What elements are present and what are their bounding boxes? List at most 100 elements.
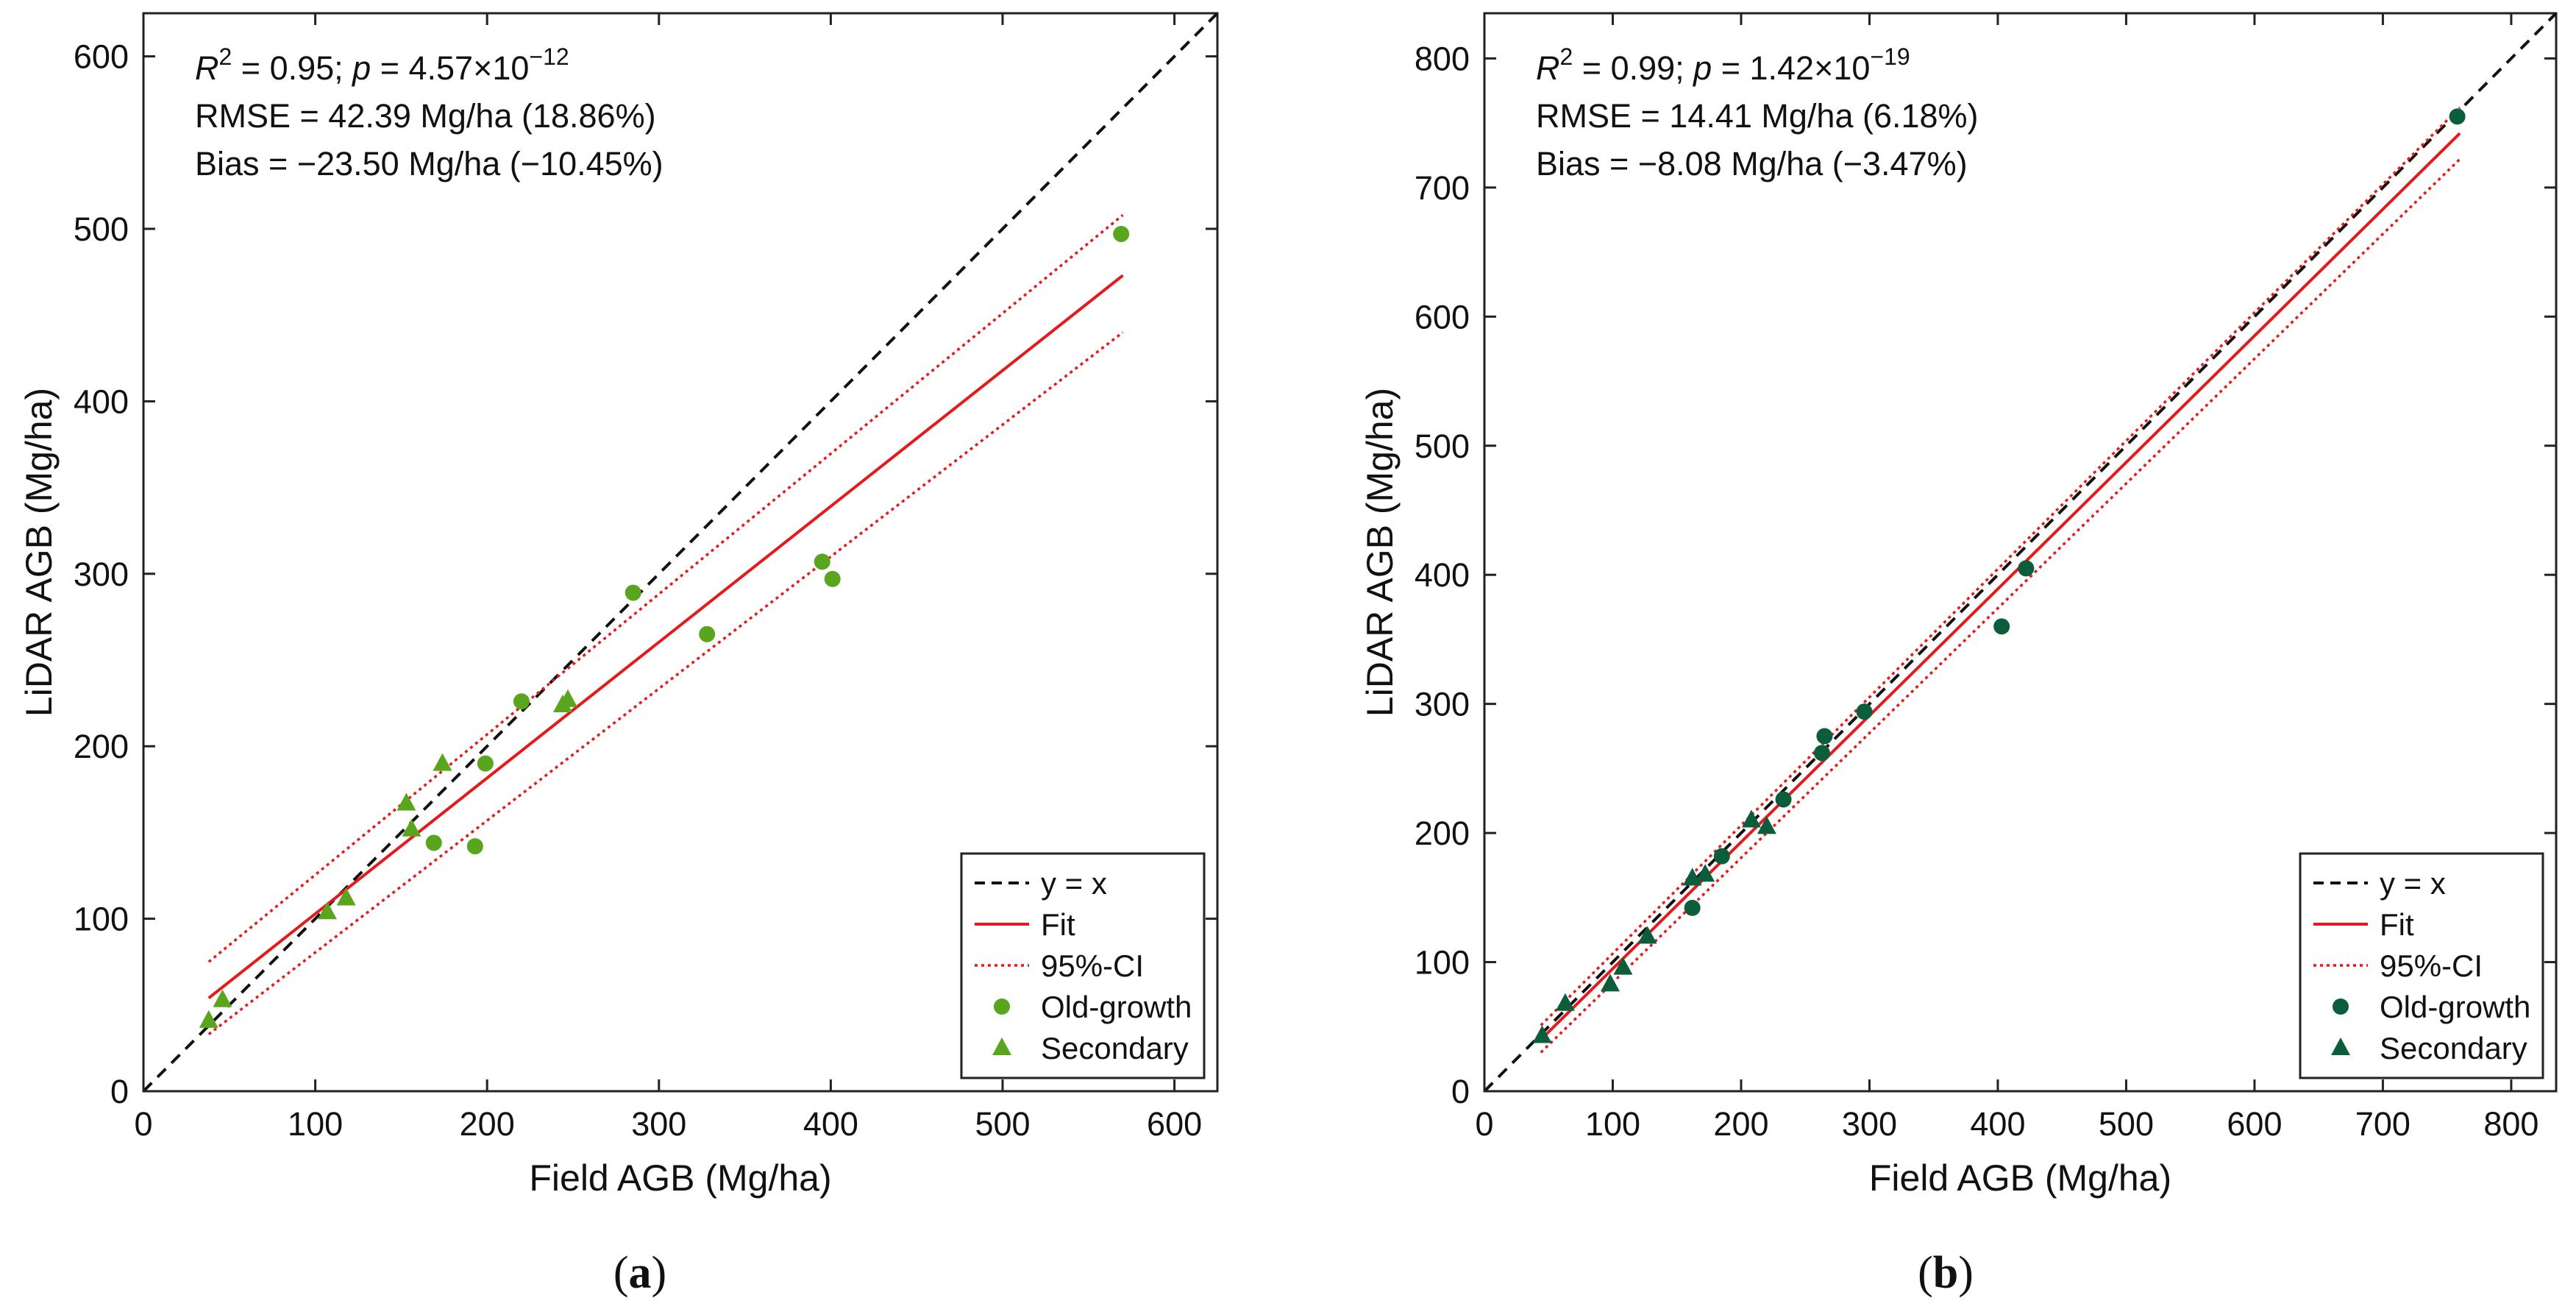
- x-tick-label: 0: [1475, 1105, 1493, 1143]
- plot-area: [143, 13, 1217, 1091]
- x-tick-label: 400: [1970, 1105, 2025, 1143]
- old-growth-point: [1813, 745, 1830, 762]
- legend-old-growth-swatch: [994, 998, 1010, 1015]
- caption-open-paren: (: [613, 1248, 629, 1298]
- old-growth-point: [1684, 899, 1701, 916]
- y-tick-label: 700: [1415, 169, 1470, 207]
- identity-line: [1484, 13, 2556, 1091]
- legend-old-growth-swatch: [2333, 998, 2349, 1015]
- secondary-point: [199, 1010, 218, 1028]
- caption-close-paren: ): [652, 1248, 667, 1298]
- p-symbol: p: [351, 49, 371, 87]
- legend-label: y = x: [1041, 866, 1107, 901]
- x-tick-label: 100: [288, 1105, 343, 1143]
- x-axis-label: Field AGB (Mg/ha): [529, 1157, 831, 1199]
- x-tick-label: 300: [631, 1105, 686, 1143]
- ci-upper-line: [1540, 106, 2461, 1026]
- secondary-point: [1601, 973, 1620, 992]
- secondary-point: [336, 887, 356, 906]
- secondary-point: [1613, 957, 1633, 975]
- old-growth-point: [699, 625, 716, 642]
- y-tick-label: 300: [1415, 686, 1470, 723]
- legend-label: y = x: [2380, 866, 2446, 901]
- identity-line: [143, 13, 1217, 1091]
- r2-value: = 0.99;: [1573, 49, 1693, 87]
- r2-exponent: 2: [1560, 43, 1573, 70]
- caption-letter: a: [629, 1248, 652, 1298]
- secondary-point: [396, 792, 416, 811]
- caption-open-paren: (: [1918, 1248, 1933, 1298]
- legend-label: 95%-CI: [2380, 948, 2483, 983]
- legend-label: Fit: [2380, 907, 2414, 942]
- legend-secondary-swatch: [2331, 1037, 2350, 1055]
- y-tick-label: 500: [74, 210, 129, 248]
- r2-symbol: R: [195, 49, 219, 87]
- old-growth-point: [477, 755, 494, 772]
- old-growth-point: [2018, 560, 2035, 577]
- r2-p-annotation: R2 = 0.95; p = 4.57×10−12: [195, 43, 569, 87]
- old-growth-point: [1113, 226, 1130, 243]
- plot-frame: [1483, 12, 2558, 1093]
- rmse-annotation: RMSE = 42.39 Mg/ha (18.86%): [195, 97, 656, 135]
- old-growth-point: [824, 570, 841, 587]
- legend-label: Old-growth: [2380, 990, 2530, 1024]
- y-tick-label: 600: [74, 38, 129, 76]
- x-tick-label: 800: [2483, 1105, 2538, 1143]
- y-tick-label: 600: [1415, 298, 1470, 336]
- old-growth-point: [1856, 703, 1873, 720]
- ci-upper-line: [207, 213, 1124, 963]
- old-growth-point: [425, 834, 442, 851]
- x-tick-label: 600: [1147, 1105, 1202, 1143]
- panel-caption: (a): [613, 1248, 666, 1298]
- caption-close-paren: ): [1958, 1248, 1974, 1298]
- secondary-point: [1532, 1025, 1552, 1043]
- y-tick-label: 200: [74, 728, 129, 765]
- old-growth-point: [1775, 791, 1792, 808]
- r2-exponent: 2: [219, 43, 232, 70]
- old-growth-point: [1816, 728, 1833, 745]
- legend: y = x Fit 95%-CI Old-growth Secondary: [2299, 852, 2544, 1079]
- old-growth-point: [1713, 848, 1730, 865]
- panel-a-chart: 0 100 200 300 400 500 600 0 100 200 300 400 500 600 Fi…: [18, 12, 1219, 1298]
- rmse-annotation: RMSE = 14.41 Mg/ha (6.18%): [1536, 97, 1979, 135]
- secondary-point: [1555, 993, 1575, 1011]
- y-axis-label: LiDAR AGB (Mg/ha): [18, 388, 60, 717]
- y-tick-label: 500: [1415, 428, 1470, 465]
- p-symbol: p: [1692, 49, 1712, 87]
- x-tick-label: 200: [1713, 1105, 1768, 1143]
- y-tick-label: 0: [1451, 1073, 1470, 1110]
- old-growth-point: [814, 553, 830, 570]
- secondary-point: [558, 689, 577, 707]
- y-tick-label: 100: [74, 901, 129, 938]
- y-tick-label: 100: [1415, 944, 1470, 982]
- legend-label: 95%-CI: [1041, 948, 1144, 983]
- fit-line: [1540, 132, 2461, 1041]
- p-value: = 4.57×10: [371, 49, 529, 87]
- p-exponent: −19: [1870, 43, 1910, 70]
- y-tick-label: 0: [110, 1073, 129, 1110]
- legend-label: Secondary: [2380, 1031, 2527, 1065]
- x-tick-label: 600: [2227, 1105, 2282, 1143]
- old-growth-point: [1993, 618, 2010, 635]
- p-exponent: −12: [529, 43, 569, 70]
- x-tick-label: 700: [2355, 1105, 2410, 1143]
- ci-lower-line: [207, 331, 1124, 1036]
- y-axis-label: LiDAR AGB (Mg/ha): [1359, 388, 1401, 717]
- secondary-point: [213, 989, 232, 1007]
- secondary-point: [1741, 809, 1761, 828]
- legend-secondary-swatch: [992, 1037, 1011, 1055]
- old-growth-point: [466, 838, 483, 855]
- r2-p-annotation: R2 = 0.99; p = 1.42×10−19: [1536, 43, 1910, 87]
- r2-symbol: R: [1536, 49, 1560, 87]
- x-tick-label: 500: [975, 1105, 1030, 1143]
- y-tick-label: 800: [1415, 40, 1470, 77]
- y-tick-label: 400: [1415, 556, 1470, 594]
- legend-label: Fit: [1041, 907, 1075, 942]
- old-growth-point: [625, 584, 641, 601]
- panel-b-chart: 0 100 200 300 400 500 600 700 800 0 100 200 300 400 50…: [1359, 12, 2558, 1298]
- secondary-point: [1637, 926, 1657, 944]
- x-tick-label: 500: [2099, 1105, 2154, 1143]
- x-tick-label: 400: [803, 1105, 858, 1143]
